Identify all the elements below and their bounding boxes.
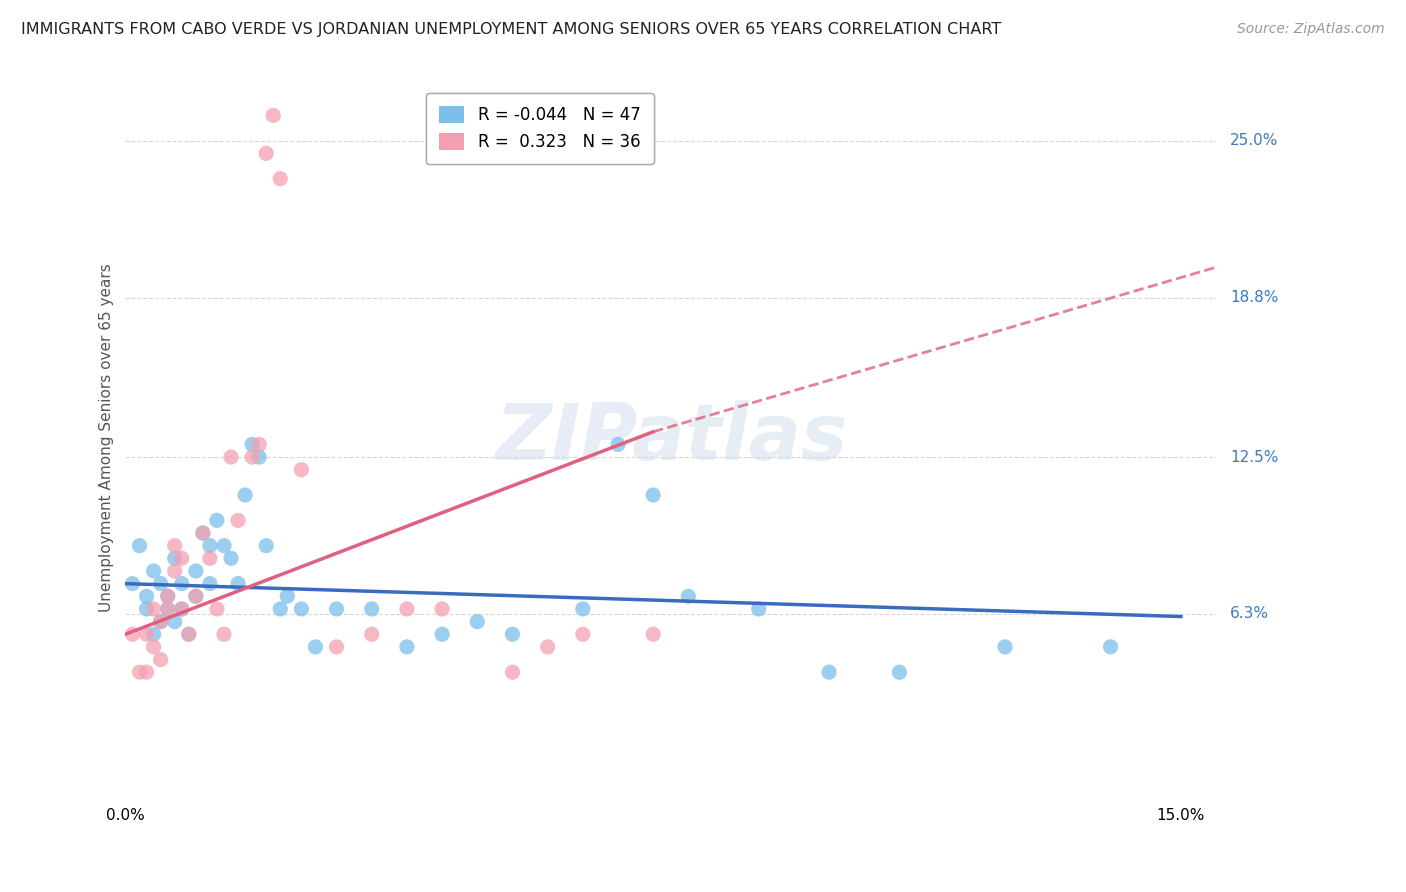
Point: [170, 576, 193, 591]
Point: [121, 627, 143, 641]
Point: [325, 602, 347, 616]
Point: [149, 652, 172, 666]
Point: [269, 602, 291, 616]
Point: [994, 640, 1017, 654]
Point: [149, 576, 172, 591]
Text: 12.5%: 12.5%: [1230, 450, 1278, 465]
Point: [156, 589, 179, 603]
Point: [818, 665, 841, 680]
Point: [156, 602, 179, 616]
Point: [395, 640, 418, 654]
Point: [678, 589, 700, 603]
Text: 25.0%: 25.0%: [1230, 133, 1278, 148]
Point: [163, 615, 186, 629]
Point: [240, 437, 263, 451]
Text: IMMIGRANTS FROM CABO VERDE VS JORDANIAN UNEMPLOYMENT AMONG SENIORS OVER 65 YEARS: IMMIGRANTS FROM CABO VERDE VS JORDANIAN …: [21, 22, 1001, 37]
Point: [198, 576, 221, 591]
Text: Source: ZipAtlas.com: Source: ZipAtlas.com: [1237, 22, 1385, 37]
Point: [198, 539, 221, 553]
Point: [163, 564, 186, 578]
Point: [247, 450, 270, 464]
Point: [142, 564, 165, 578]
Point: [135, 665, 157, 680]
Point: [219, 551, 242, 566]
Point: [290, 463, 312, 477]
Point: [269, 171, 291, 186]
Point: [262, 108, 284, 122]
Point: [170, 602, 193, 616]
Point: [142, 627, 165, 641]
Legend: R = -0.044   N = 47, R =  0.323   N = 36: R = -0.044 N = 47, R = 0.323 N = 36: [426, 93, 654, 164]
Point: [501, 665, 523, 680]
Point: [135, 602, 157, 616]
Point: [212, 539, 235, 553]
Point: [163, 551, 186, 566]
Point: [276, 589, 298, 603]
Point: [325, 640, 347, 654]
Text: 18.8%: 18.8%: [1230, 290, 1278, 305]
Point: [121, 576, 143, 591]
Point: [191, 526, 214, 541]
Point: [643, 488, 665, 502]
Point: [128, 539, 150, 553]
Point: [135, 589, 157, 603]
Point: [205, 513, 228, 527]
Point: [360, 602, 382, 616]
Point: [430, 627, 453, 641]
Point: [135, 627, 157, 641]
Point: [156, 589, 179, 603]
Point: [149, 615, 172, 629]
Point: [607, 437, 630, 451]
Point: [290, 602, 312, 616]
Point: [184, 589, 207, 603]
Point: [226, 513, 249, 527]
Point: [360, 627, 382, 641]
Point: [889, 665, 911, 680]
Point: [219, 450, 242, 464]
Point: [184, 589, 207, 603]
Point: [537, 640, 560, 654]
Point: [184, 564, 207, 578]
Point: [226, 576, 249, 591]
Point: [233, 488, 256, 502]
Point: [572, 602, 595, 616]
Point: [465, 615, 488, 629]
Y-axis label: Unemployment Among Seniors over 65 years: Unemployment Among Seniors over 65 years: [100, 264, 114, 613]
Point: [748, 602, 770, 616]
Point: [254, 146, 277, 161]
Point: [170, 602, 193, 616]
Point: [142, 640, 165, 654]
Point: [572, 627, 595, 641]
Point: [177, 627, 200, 641]
Point: [170, 551, 193, 566]
Point: [149, 615, 172, 629]
Point: [304, 640, 326, 654]
Point: [163, 539, 186, 553]
Point: [240, 450, 263, 464]
Point: [142, 602, 165, 616]
Point: [198, 551, 221, 566]
Text: ZIPatlas: ZIPatlas: [495, 401, 846, 476]
Point: [501, 627, 523, 641]
Point: [205, 602, 228, 616]
Point: [254, 539, 277, 553]
Point: [395, 602, 418, 616]
Point: [1099, 640, 1122, 654]
Point: [128, 665, 150, 680]
Point: [156, 602, 179, 616]
Point: [430, 602, 453, 616]
Point: [643, 627, 665, 641]
Point: [247, 437, 270, 451]
Text: 6.3%: 6.3%: [1230, 607, 1270, 622]
Point: [212, 627, 235, 641]
Point: [177, 627, 200, 641]
Point: [191, 526, 214, 541]
